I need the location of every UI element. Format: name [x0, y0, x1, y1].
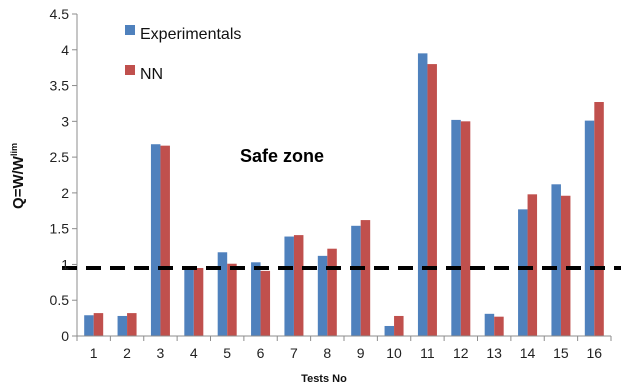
legend-label-nn: NN — [140, 66, 163, 83]
legend-swatch-nn — [125, 65, 135, 75]
x-tick-label: 4 — [190, 345, 198, 361]
bar-experimentals-6 — [251, 262, 261, 336]
x-tick-label: 2 — [123, 345, 131, 361]
x-tick-label: 5 — [223, 345, 231, 361]
x-tick-label: 12 — [453, 345, 469, 361]
y-tick-label: 4.5 — [50, 6, 70, 22]
bar-nn-6 — [260, 270, 271, 336]
bar-experimentals-11 — [417, 53, 428, 337]
x-tick-label: 6 — [257, 345, 265, 361]
bar-experimentals-5 — [217, 252, 228, 336]
bar-nn-14 — [527, 194, 538, 336]
legend: Experimentals NN — [125, 25, 241, 83]
y-tick-label: 1 — [61, 256, 69, 272]
x-tick-label: 10 — [386, 345, 402, 361]
y-tick-label: 3 — [61, 113, 69, 129]
bar-nn-2 — [127, 313, 137, 336]
safe-zone-annotation: Safe zone — [240, 146, 324, 166]
bar-experimentals-7 — [284, 236, 294, 336]
y-tick-label: 0 — [61, 328, 69, 344]
bar-nn-7 — [293, 235, 304, 336]
x-tick-label: 7 — [290, 345, 298, 361]
bars-layer — [84, 53, 604, 337]
legend-label-experimentals: Experimentals — [140, 26, 241, 43]
y-tick-label: 2 — [61, 185, 69, 201]
x-tick-label: 9 — [357, 345, 365, 361]
bar-experimentals-8 — [317, 255, 328, 336]
bar-nn-1 — [93, 313, 104, 336]
bar-nn-12 — [460, 121, 471, 336]
x-tick-label: 15 — [553, 345, 569, 361]
labels-layer: 00.511.522.533.544.51 2 3 4 5 6 7 8 9 10 11 12 13 14 1… — [50, 6, 603, 361]
bar-nn-16 — [594, 102, 604, 336]
bar-nn-9 — [360, 220, 371, 336]
x-tick-label: 3 — [157, 345, 165, 361]
bar-nn-4 — [193, 268, 204, 336]
bar-experimentals-2 — [117, 315, 128, 336]
y-tick-label: 2.5 — [50, 149, 70, 165]
y-tick-label: 0.5 — [50, 292, 70, 308]
y-tick-label: 4 — [61, 42, 69, 58]
y-axis-title: Q=W/Wlim — [9, 143, 27, 209]
bar-experimentals-16 — [584, 120, 595, 337]
bar-experimentals-14 — [518, 209, 528, 336]
bar-experimentals-4 — [184, 267, 194, 336]
bar-nn-5 — [227, 263, 237, 336]
legend-swatch-experimentals — [125, 25, 135, 35]
y-axis-title-superscript: lim — [9, 143, 19, 156]
x-axis-title: Tests No — [301, 373, 347, 385]
bar-nn-13 — [494, 316, 504, 336]
bar-experimentals-12 — [451, 119, 461, 337]
y-tick-label: 1.5 — [50, 221, 70, 237]
bar-experimentals-15 — [551, 184, 561, 336]
bar-experimentals-9 — [351, 225, 361, 336]
axes-layer — [62, 13, 621, 341]
bar-experimentals-10 — [384, 325, 395, 336]
bar-nn-11 — [427, 64, 437, 336]
x-tick-label: 1 — [90, 345, 98, 361]
y-axis-title-main: Q=W/W — [10, 155, 27, 209]
bar-nn-3 — [160, 145, 170, 336]
bar-nn-10 — [394, 315, 404, 336]
x-tick-label: 8 — [323, 345, 331, 361]
x-tick-label: 11 — [420, 345, 435, 361]
x-tick-label: 16 — [587, 345, 603, 361]
y-tick-label: 3.5 — [50, 78, 70, 94]
bar-experimentals-1 — [84, 315, 94, 336]
bar-experimentals-13 — [484, 313, 495, 336]
x-tick-label: 14 — [520, 345, 536, 361]
x-tick-label: 13 — [486, 345, 502, 361]
bar-nn-15 — [560, 195, 571, 336]
bar-experimentals-3 — [150, 144, 161, 336]
bar-nn-8 — [327, 248, 337, 336]
